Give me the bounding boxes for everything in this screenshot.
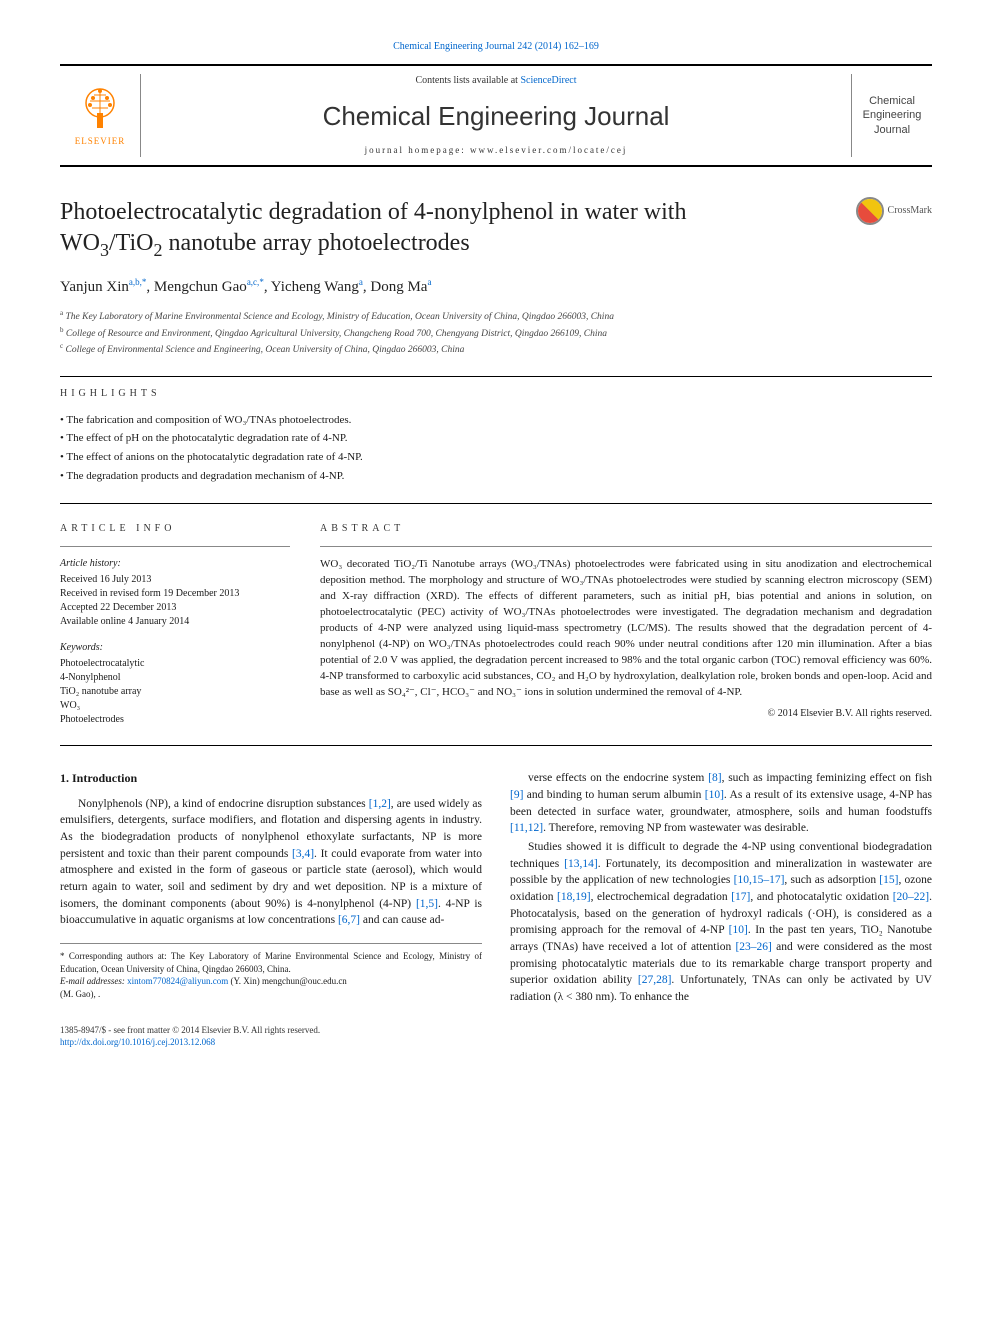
affiliations: a The Key Laboratory of Marine Environme… (60, 308, 932, 357)
body-text: 1. Introduction Nonylphenols (NP), a kin… (60, 770, 932, 1005)
citation-link[interactable]: Chemical Engineering Journal 242 (2014) … (60, 40, 932, 54)
doi-link[interactable]: http://dx.doi.org/10.1016/j.cej.2013.12.… (60, 1036, 320, 1049)
title-line1: Photoelectrocatalytic degradation of 4-n… (60, 199, 686, 225)
info-heading: ARTICLE INFO (60, 522, 290, 536)
journal-name: Chemical Engineering Journal (161, 98, 831, 134)
homepage-prefix: journal homepage: (365, 145, 470, 155)
history-head: Article history: (60, 557, 290, 571)
title-tio: /TiO (109, 230, 153, 256)
publisher-name: ELSEVIER (75, 135, 126, 148)
email-2[interactable]: mengchun@ouc.edu.cn (262, 976, 347, 986)
elsevier-logo: ELSEVIER (60, 75, 140, 155)
contents-prefix: Contents lists available at (415, 75, 520, 86)
keyword: WO₃ (60, 699, 290, 713)
keyword: TiO₂ nanotube array (60, 685, 290, 699)
rule-1 (60, 376, 932, 377)
history-item: Received 16 July 2013 (60, 573, 290, 587)
journal-banner: ELSEVIER Contents lists available at Sci… (60, 64, 932, 167)
body-paragraph: Studies showed it is difficult to degrad… (510, 839, 932, 1006)
article-info: ARTICLE INFO Article history: Received 1… (60, 522, 290, 727)
abstract-text: WO₃ decorated TiO₂/Ti Nanotube arrays (W… (320, 557, 932, 700)
abstract-rule (320, 546, 932, 547)
affiliation-a: The Key Laboratory of Marine Environment… (65, 313, 613, 323)
author-4-aff: a (427, 277, 431, 287)
history-item: Received in revised form 19 December 201… (60, 587, 290, 601)
title-suffix: nanotube array photoelectrodes (162, 230, 469, 256)
issn-line: 1385-8947/$ - see front matter © 2014 El… (60, 1024, 320, 1037)
email-label: E-mail addresses: (60, 976, 127, 986)
author-3: Yicheng Wang (271, 279, 359, 295)
affiliation-b: College of Resource and Environment, Qin… (66, 329, 607, 339)
intro-heading: 1. Introduction (60, 770, 482, 787)
cover-text: Chemical Engineering Journal (862, 94, 922, 137)
history-item: Available online 4 January 2014 (60, 615, 290, 629)
highlights-heading: HIGHLIGHTS (60, 387, 932, 401)
corr-label: * Corresponding authors at: (60, 951, 171, 961)
keyword: 4-Nonylphenol (60, 671, 290, 685)
homepage-url[interactable]: www.elsevier.com/locate/cej (470, 145, 627, 155)
page-footer: 1385-8947/$ - see front matter © 2014 El… (60, 1024, 932, 1049)
title-sub1: 3 (100, 240, 109, 260)
author-4: Dong Ma (370, 279, 427, 295)
body-paragraph: Nonylphenols (NP), a kind of endocrine d… (60, 796, 482, 929)
author-1-star: * (142, 277, 147, 287)
email-2-who: (M. Gao), . (60, 988, 482, 1001)
history-item: Accepted 22 December 2013 (60, 601, 290, 615)
affiliation-c: College of Environmental Science and Eng… (65, 345, 464, 355)
email-1[interactable]: xintom770824@aliyun.com (127, 976, 228, 986)
crossmark-badge[interactable]: CrossMark (856, 197, 932, 225)
crossmark-icon (856, 197, 884, 225)
highlights-section: HIGHLIGHTS The fabrication and compositi… (60, 387, 932, 486)
title-wo: WO (60, 230, 100, 256)
highlight-item: The degradation products and degradation… (60, 467, 932, 486)
footnote-block: * Corresponding authors at: The Key Labo… (60, 943, 482, 1000)
highlight-item: The fabrication and composition of WO₃/T… (60, 411, 932, 430)
keywords-head: Keywords: (60, 641, 290, 655)
abstract-section: ABSTRACT WO₃ decorated TiO₂/Ti Nanotube … (320, 522, 932, 727)
keyword: Photoelectrocatalytic (60, 657, 290, 671)
sciencedirect-link[interactable]: ScienceDirect (520, 75, 576, 86)
highlight-item: The effect of pH on the photocatalytic d… (60, 429, 932, 448)
author-1: Yanjun Xin (60, 279, 129, 295)
author-list: Yanjun Xina,b,*, Mengchun Gaoa,c,*, Yich… (60, 276, 932, 298)
highlight-item: The effect of anions on the photocatalyt… (60, 448, 932, 467)
crossmark-label: CrossMark (888, 204, 932, 218)
body-paragraph: verse effects on the endocrine system [8… (510, 770, 932, 837)
keyword: Photoelectrodes (60, 713, 290, 727)
abstract-copyright: © 2014 Elsevier B.V. All rights reserved… (320, 707, 932, 721)
author-2: Mengchun Gao (154, 279, 247, 295)
elsevier-tree-icon (75, 83, 125, 133)
homepage-line: journal homepage: www.elsevier.com/locat… (161, 144, 831, 157)
journal-cover: Chemical Engineering Journal (852, 94, 932, 137)
abstract-heading: ABSTRACT (320, 522, 932, 536)
email-1-who: (Y. Xin) (228, 976, 262, 986)
article-title: Photoelectrocatalytic degradation of 4-n… (60, 197, 836, 262)
rule-3 (60, 745, 932, 746)
author-3-aff: a (359, 277, 363, 287)
rule-2 (60, 503, 932, 504)
author-2-star: * (259, 277, 264, 287)
author-1-aff: a,b, (129, 277, 142, 287)
author-2-aff: a,c, (247, 277, 260, 287)
contents-line: Contents lists available at ScienceDirec… (161, 74, 831, 88)
info-rule (60, 546, 290, 547)
